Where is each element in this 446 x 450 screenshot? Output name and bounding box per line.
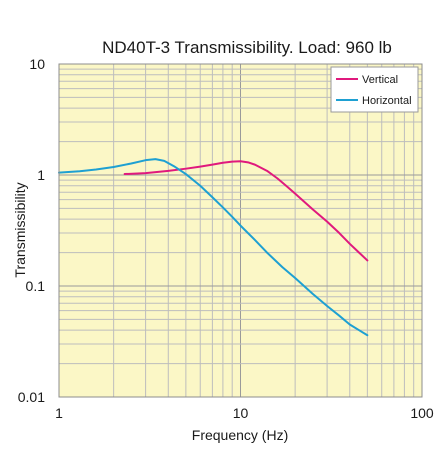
- x-tick-label: 100: [410, 405, 434, 421]
- x-tick-label: 10: [233, 405, 249, 421]
- legend: Vertical Horizontal: [330, 66, 419, 113]
- x-tick-label: 1: [55, 405, 63, 421]
- y-tick-labels: 0.01 0.1 1 10: [18, 56, 45, 405]
- x-axis-label: Frequency (Hz): [192, 427, 288, 443]
- data-lines: [58, 158, 369, 337]
- y-tick-label: 0.01: [18, 389, 45, 405]
- y-tick-label: 1: [37, 167, 45, 183]
- grid: [59, 64, 422, 397]
- y-tick-label: 10: [29, 56, 45, 72]
- y-tick-label: 0.1: [26, 278, 46, 294]
- legend-label-horizontal: Horizontal: [362, 95, 412, 107]
- legend-box: [330, 66, 419, 113]
- chart-title: ND40T-3 Transmissibility. Load: 960 lb: [102, 38, 392, 57]
- plot-frame: [58, 63, 423, 398]
- series-line-horizontal: [58, 158, 369, 337]
- legend-label-vertical: Vertical: [362, 74, 398, 86]
- x-tick-labels: 1 10 100: [55, 405, 434, 421]
- y-axis-label: Transmissibility: [12, 182, 28, 277]
- series-line-vertical: [123, 160, 369, 262]
